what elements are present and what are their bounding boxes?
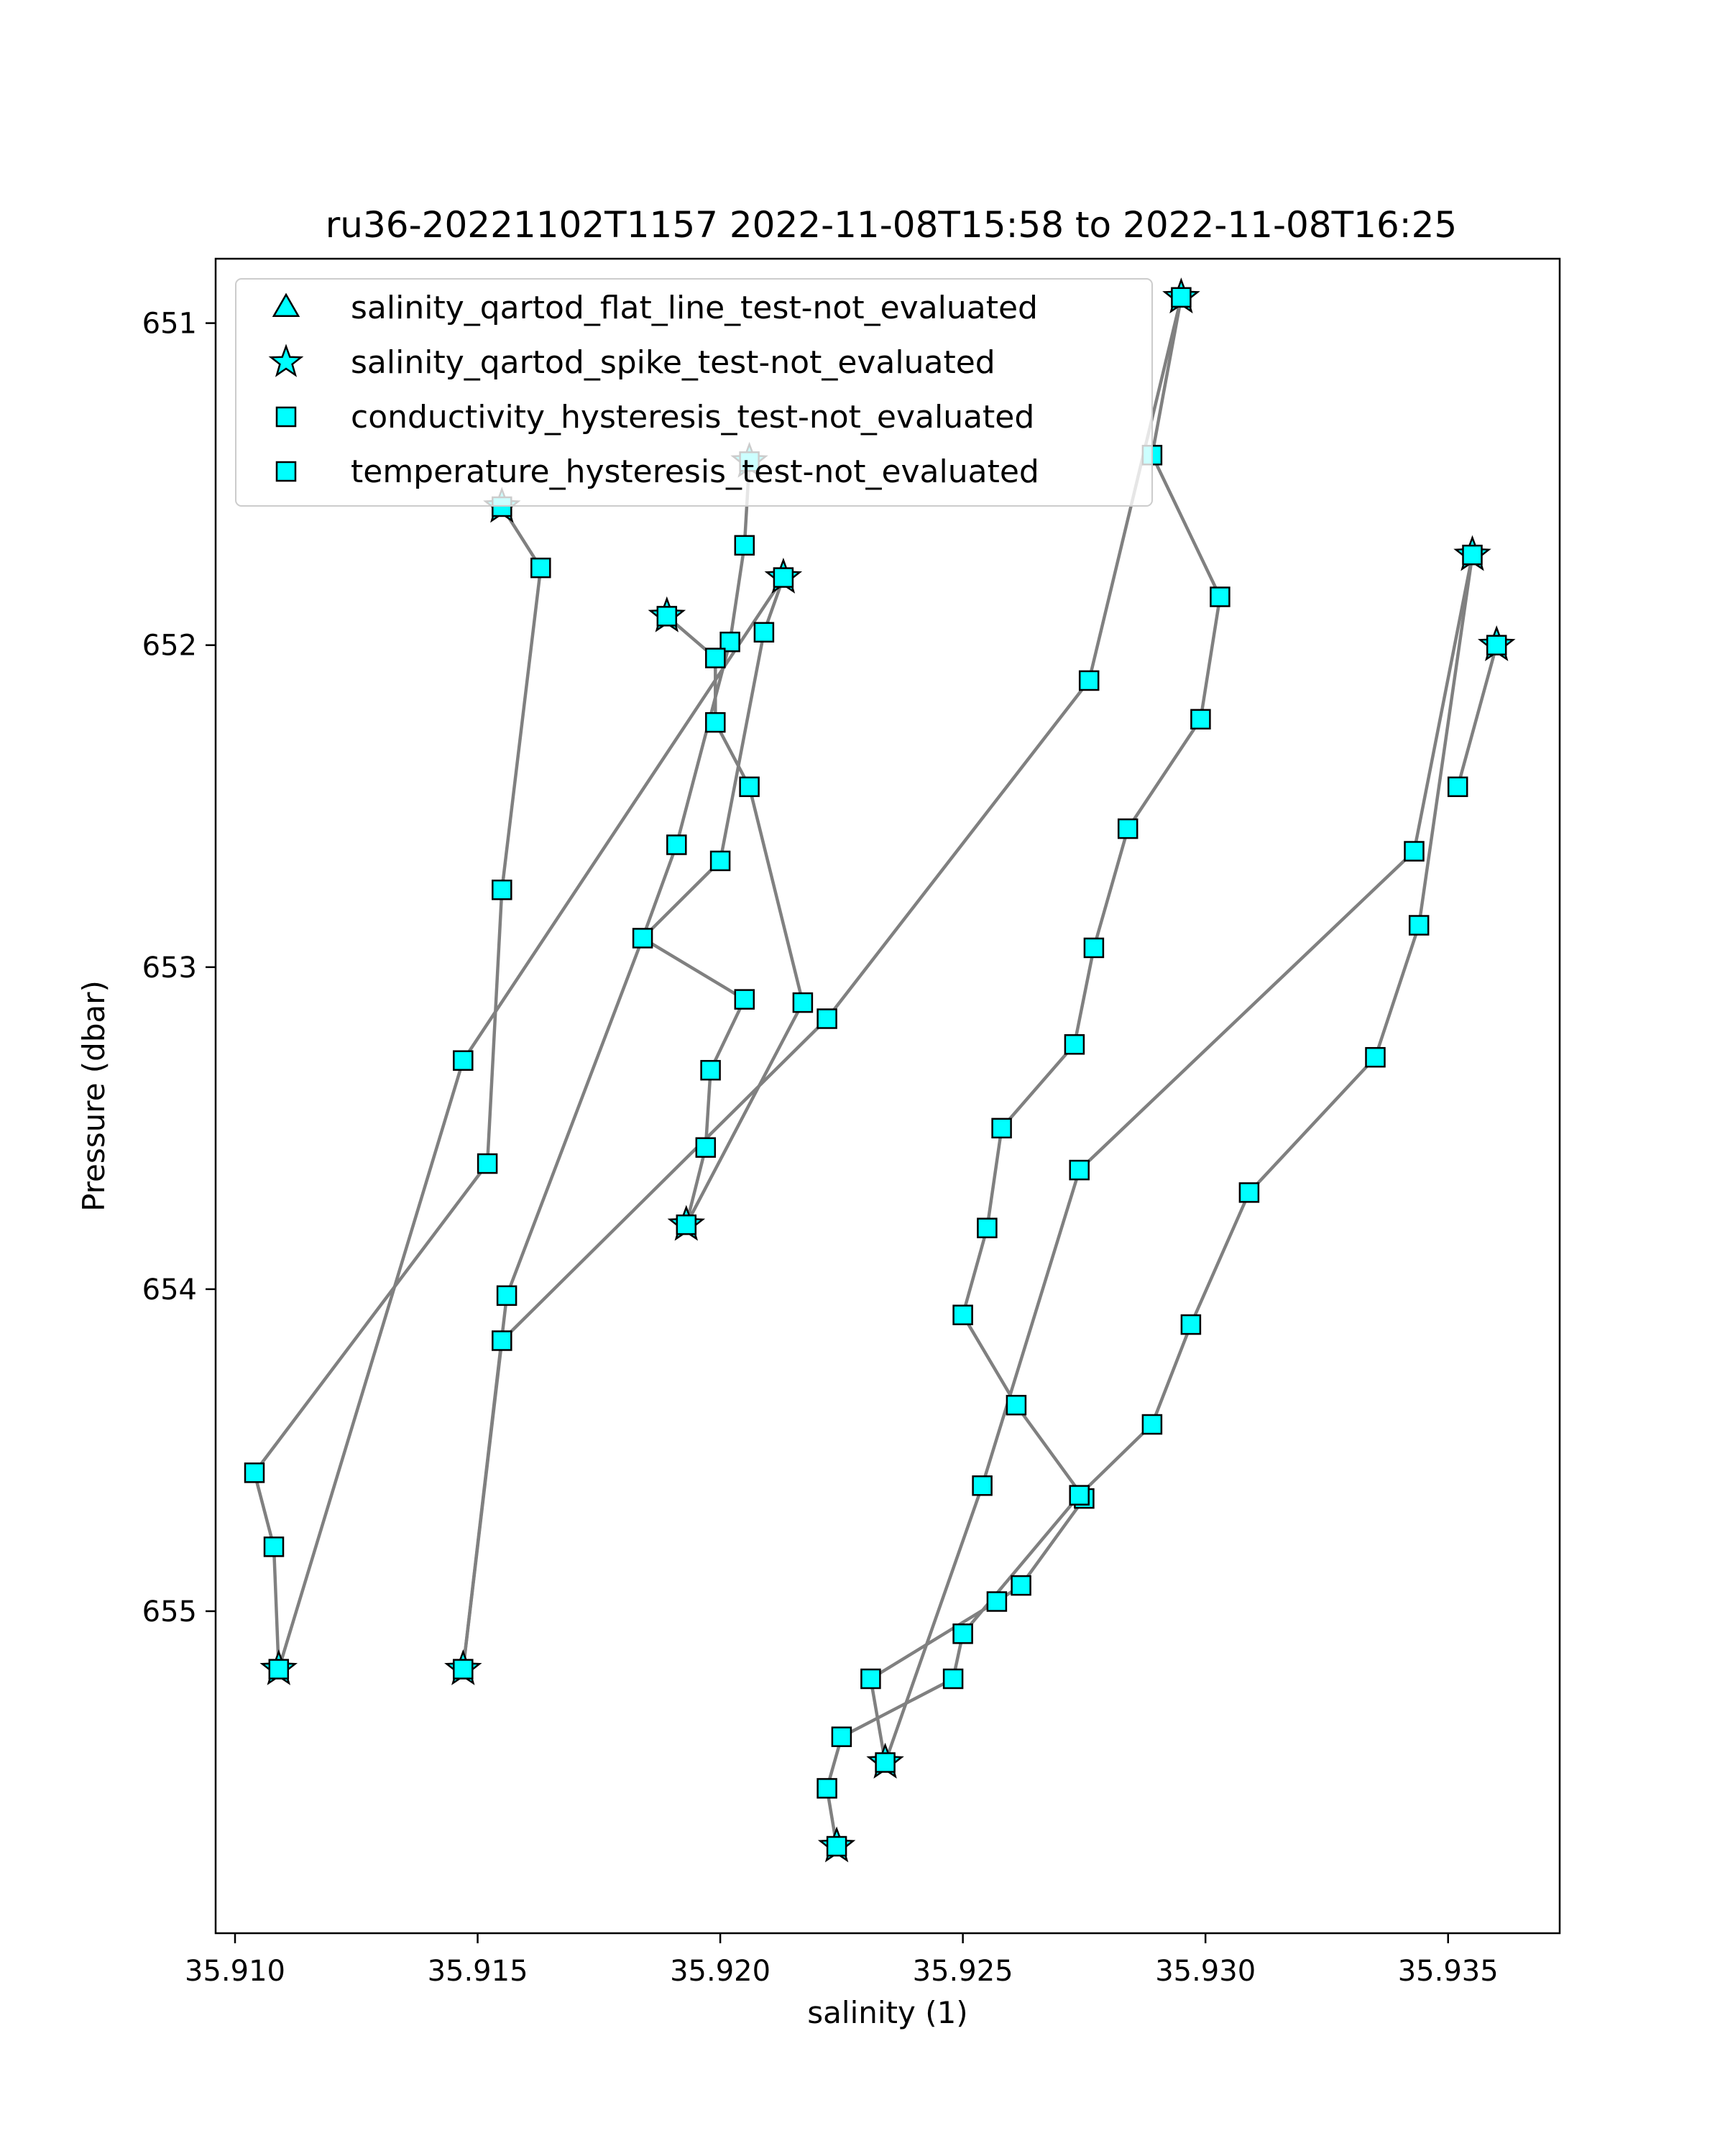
legend-frame — [235, 278, 1153, 507]
observation-square-point — [705, 648, 726, 668]
observation-square-point — [986, 1591, 1008, 1612]
y-tick-label: 654 — [142, 1273, 197, 1307]
observation-square-point — [753, 622, 775, 643]
legend-marker-star — [268, 344, 304, 377]
observation-square-point — [739, 776, 760, 798]
x-tick-label: 35.930 — [1155, 1955, 1256, 1988]
observation-square-point — [492, 879, 512, 900]
legend-marker-triangle — [272, 292, 300, 317]
x-tick-label: 35.935 — [1398, 1955, 1499, 1988]
observation-square-point — [734, 989, 755, 1010]
profile-line-1 — [252, 505, 543, 1669]
observation-square-point — [666, 834, 687, 855]
observation-square-point — [1141, 1414, 1163, 1435]
observation-square-point — [1365, 1046, 1386, 1068]
observation-square-point — [477, 1153, 498, 1174]
profile-line-10 — [1456, 645, 1499, 788]
legend: salinity_qartod_flat_line_test-not_evalu… — [235, 278, 1153, 507]
observation-square-point — [792, 992, 814, 1013]
legend-entry-label: conductivity_hysteresis_test-not_evaluat… — [351, 399, 1034, 436]
x-tick-label: 35.915 — [428, 1955, 528, 1988]
observation-square-point — [860, 1668, 881, 1690]
y-tick-label: 655 — [142, 1595, 197, 1628]
legend-marker-square — [275, 406, 297, 428]
observation-square-point — [268, 1659, 290, 1680]
observation-square-point — [773, 567, 794, 588]
legend-entry-label: temperature_hysteresis_test-not_evaluate… — [351, 453, 1039, 490]
y-axis-ticks: 651 652 653 654 655 — [142, 308, 216, 1628]
observation-square-point — [734, 535, 755, 556]
legend-entry-label: salinity_qartod_flat_line_test-not_evalu… — [351, 290, 1038, 326]
observation-square-point — [492, 1330, 512, 1351]
observation-square-point — [700, 1059, 721, 1081]
chart-title: ru36-20221102T1157 2022-11-08T15:58 to 2… — [326, 204, 1458, 246]
observation-square-point — [1064, 1034, 1085, 1055]
observation-square-point — [831, 1726, 852, 1747]
profile-line-4 — [666, 614, 805, 1226]
series-layer — [252, 297, 1499, 1847]
observation-square-point — [977, 1217, 998, 1238]
observation-square-point — [972, 1475, 993, 1496]
observation-square-point — [1190, 709, 1211, 730]
profile-line-5 — [640, 576, 786, 1225]
profile-line-8 — [883, 554, 1474, 1764]
observation-square-point — [1171, 287, 1192, 308]
observation-square-point — [453, 1659, 474, 1680]
observation-square-point — [1069, 1159, 1090, 1181]
marker-layer — [244, 277, 1516, 1863]
observation-square-point — [1078, 670, 1100, 691]
observation-square-point — [1083, 937, 1105, 959]
observation-square-point — [816, 1008, 837, 1029]
observation-square-point — [942, 1668, 964, 1690]
observation-square-point — [676, 1214, 697, 1235]
observation-square-point — [1408, 915, 1430, 936]
observation-square-point — [632, 928, 653, 949]
observation-square-point — [816, 1778, 837, 1799]
legend-entry-label: salinity_qartod_spike_test-not_evaluated — [351, 344, 995, 381]
x-tick-label: 35.920 — [670, 1955, 770, 1988]
x-tick-label: 35.925 — [913, 1955, 1013, 1988]
observation-square-point — [1447, 776, 1468, 798]
observation-square-point — [453, 1050, 474, 1071]
observation-square-point — [952, 1623, 973, 1644]
observation-square-point — [244, 1462, 265, 1483]
profile-line-7 — [869, 297, 1222, 1763]
y-axis-label: Pressure (dbar) — [76, 980, 111, 1212]
observation-square-point — [496, 1285, 518, 1307]
observation-square-point — [1069, 1485, 1090, 1506]
observation-square-point — [530, 557, 551, 579]
observation-square-point — [263, 1537, 285, 1557]
x-axis-label: salinity (1) — [807, 1995, 967, 2030]
y-tick-label: 652 — [142, 630, 197, 663]
observation-square-point — [1011, 1575, 1031, 1596]
observation-square-point — [1006, 1394, 1027, 1416]
observation-square-point — [1462, 544, 1483, 566]
y-tick-label: 653 — [142, 952, 197, 985]
observation-square-point — [991, 1118, 1012, 1139]
observation-square-point — [1404, 841, 1425, 862]
observation-square-point — [709, 850, 731, 872]
observation-square-point — [1486, 635, 1507, 655]
legend-marker-square — [275, 461, 297, 482]
observation-square-point — [656, 606, 678, 627]
observation-square-point — [1238, 1182, 1260, 1203]
observation-square-point — [875, 1752, 896, 1773]
observation-square-point — [952, 1304, 973, 1325]
observation-square-point — [1210, 586, 1230, 607]
x-axis-ticks: 35.910 35.915 35.920 35.925 35.930 35.935 — [185, 1933, 1499, 1988]
y-tick-label: 651 — [142, 308, 197, 341]
observation-square-point — [705, 711, 726, 733]
x-tick-label: 35.910 — [185, 1955, 285, 1988]
plot-frame — [214, 257, 1561, 1935]
observation-square-point — [695, 1137, 717, 1158]
observation-square-point — [826, 1835, 847, 1857]
observation-square-point — [1117, 818, 1138, 839]
observation-square-point — [1180, 1314, 1202, 1335]
